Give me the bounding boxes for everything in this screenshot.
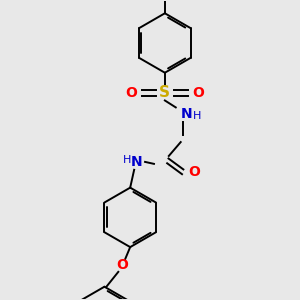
Text: O: O bbox=[189, 165, 200, 179]
Text: H: H bbox=[123, 155, 131, 165]
Text: H: H bbox=[192, 111, 201, 121]
Text: N: N bbox=[130, 155, 142, 169]
Text: S: S bbox=[159, 85, 170, 100]
Text: O: O bbox=[193, 85, 205, 100]
Text: O: O bbox=[116, 258, 128, 272]
Text: N: N bbox=[181, 107, 193, 121]
Text: O: O bbox=[125, 85, 137, 100]
